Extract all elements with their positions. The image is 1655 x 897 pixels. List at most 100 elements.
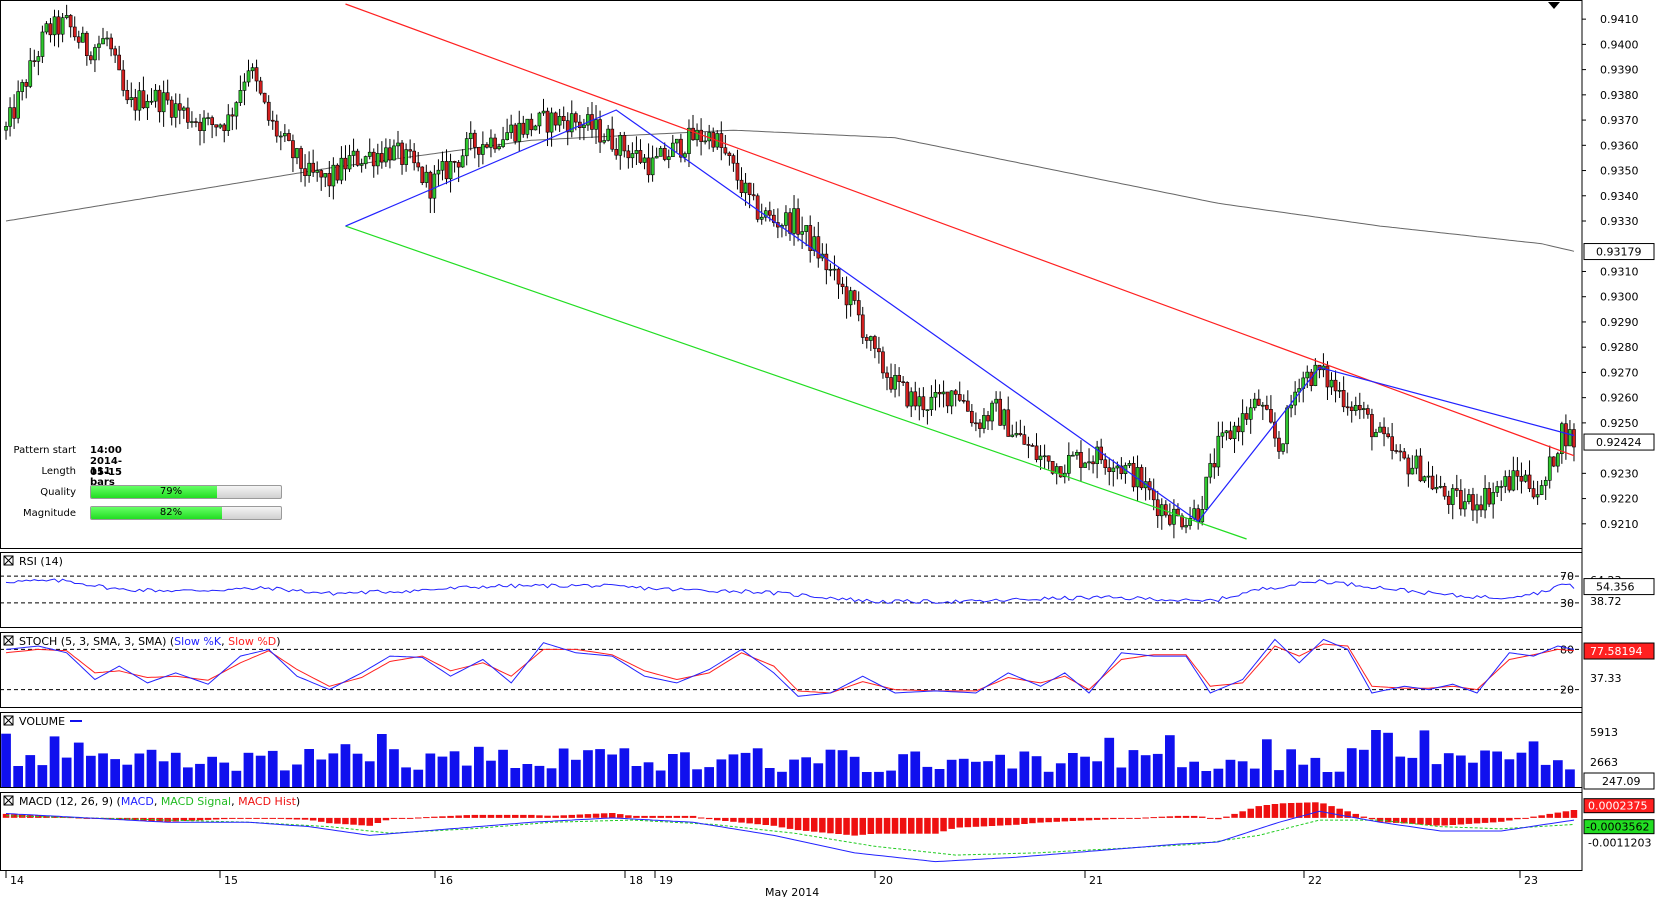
time-tick-label: 19 [659, 874, 673, 887]
volume-bar [292, 764, 302, 787]
candle-body [561, 116, 566, 122]
candle-body [250, 67, 255, 72]
quality-value: 79% [159, 486, 183, 497]
volume-bar [995, 754, 1005, 787]
price-tick-label: 0.9230 [1600, 467, 1639, 480]
candle-body [497, 146, 501, 150]
macd-hist-bar [552, 815, 559, 818]
volume-bar [716, 759, 727, 787]
candle-body [392, 145, 396, 161]
volume-bar [389, 749, 399, 787]
volume-bar [1189, 761, 1199, 787]
volume-bar [437, 756, 448, 787]
candle-body [4, 126, 8, 131]
length-label: Length [41, 466, 77, 477]
candle-body [812, 236, 817, 252]
macd-hist-bar [1295, 802, 1303, 818]
candle-body [909, 391, 914, 407]
candle-body [1014, 433, 1019, 436]
macd-hist-bar [528, 814, 535, 818]
candle-body [1026, 444, 1031, 446]
candle-body [662, 148, 667, 160]
candle-body [800, 231, 804, 235]
stoch-close-icon-x [3, 635, 14, 646]
candle-body [921, 396, 926, 411]
volume-bar [849, 756, 860, 787]
candle-body [1499, 486, 1504, 488]
candle-body [840, 283, 845, 288]
candle-body [1572, 429, 1576, 448]
candle-body [1394, 450, 1398, 452]
candle-body [1325, 365, 1330, 388]
candle-body [994, 398, 998, 404]
rsi-line [5, 578, 1575, 604]
rsi-title: RSI (14) [19, 555, 63, 568]
volume-bar [486, 760, 496, 787]
candle-body [20, 82, 25, 92]
candle-body [1277, 437, 1281, 452]
candle-body [1467, 494, 1471, 502]
volume-bar [98, 753, 108, 787]
candle-body [941, 391, 946, 395]
volume-bar [316, 759, 327, 787]
macd-hist-bar [1360, 816, 1368, 818]
macd-hist-bar [1457, 817, 1465, 825]
macd-hist-bar [1352, 813, 1359, 818]
candle-body [1519, 475, 1524, 482]
volume-bar [61, 757, 72, 787]
candle-body [436, 169, 441, 175]
candle-body [755, 195, 760, 220]
candle-body [32, 60, 37, 63]
macd-hist-bar [600, 813, 608, 818]
candle-body [489, 137, 493, 148]
candle-body [864, 337, 869, 341]
candle-body [412, 150, 417, 164]
candle-body [796, 208, 800, 235]
candle-body [517, 122, 522, 142]
macd-hist-bar [867, 817, 875, 834]
candle-body [1345, 406, 1350, 409]
candle-body [549, 112, 554, 133]
volume-bar [267, 750, 278, 787]
candle-body [1192, 508, 1196, 519]
rsi-level-label: 70 [1560, 570, 1574, 583]
candle-body [602, 140, 606, 143]
volume-bar [280, 770, 290, 787]
candle-body [480, 144, 485, 155]
candle-body [1560, 423, 1564, 455]
macd-hist-bar [423, 817, 430, 819]
macd-hist-bar [10, 814, 18, 818]
volume-title: VOLUME [19, 715, 65, 728]
volume-bar [922, 766, 933, 787]
candle-body [541, 110, 546, 114]
volume-bar [1104, 737, 1115, 787]
candle-body [105, 37, 109, 40]
candle-body [327, 173, 332, 187]
candle-body [1139, 467, 1144, 489]
macd-hist-bar [932, 817, 939, 834]
macd-hist-bar [722, 817, 729, 821]
time-tick-label: 14 [10, 874, 24, 887]
candle-body [1438, 485, 1443, 488]
candle-body [1426, 475, 1431, 478]
candle-body [468, 132, 473, 139]
macd-hist-bar [827, 817, 834, 834]
candle-body [254, 67, 259, 82]
candle-body [1095, 446, 1099, 465]
macd-hist-bar [366, 817, 373, 826]
volume-bar [1080, 756, 1090, 787]
macd-hist-bar [1158, 816, 1166, 818]
candle-body [917, 396, 922, 407]
macd-hist-bar [1287, 803, 1295, 818]
macd-hist-bar [374, 817, 382, 823]
candle-body [230, 114, 235, 117]
candle-body [877, 348, 881, 353]
macd-hist-bar [988, 817, 996, 826]
candle-body [658, 148, 663, 157]
volume-bar [1007, 768, 1018, 787]
volume-bar [377, 734, 387, 787]
candle-body [816, 236, 821, 259]
pattern-start-label: Pattern start [13, 445, 76, 456]
volume-bar [874, 771, 884, 787]
candle-body [287, 133, 291, 141]
